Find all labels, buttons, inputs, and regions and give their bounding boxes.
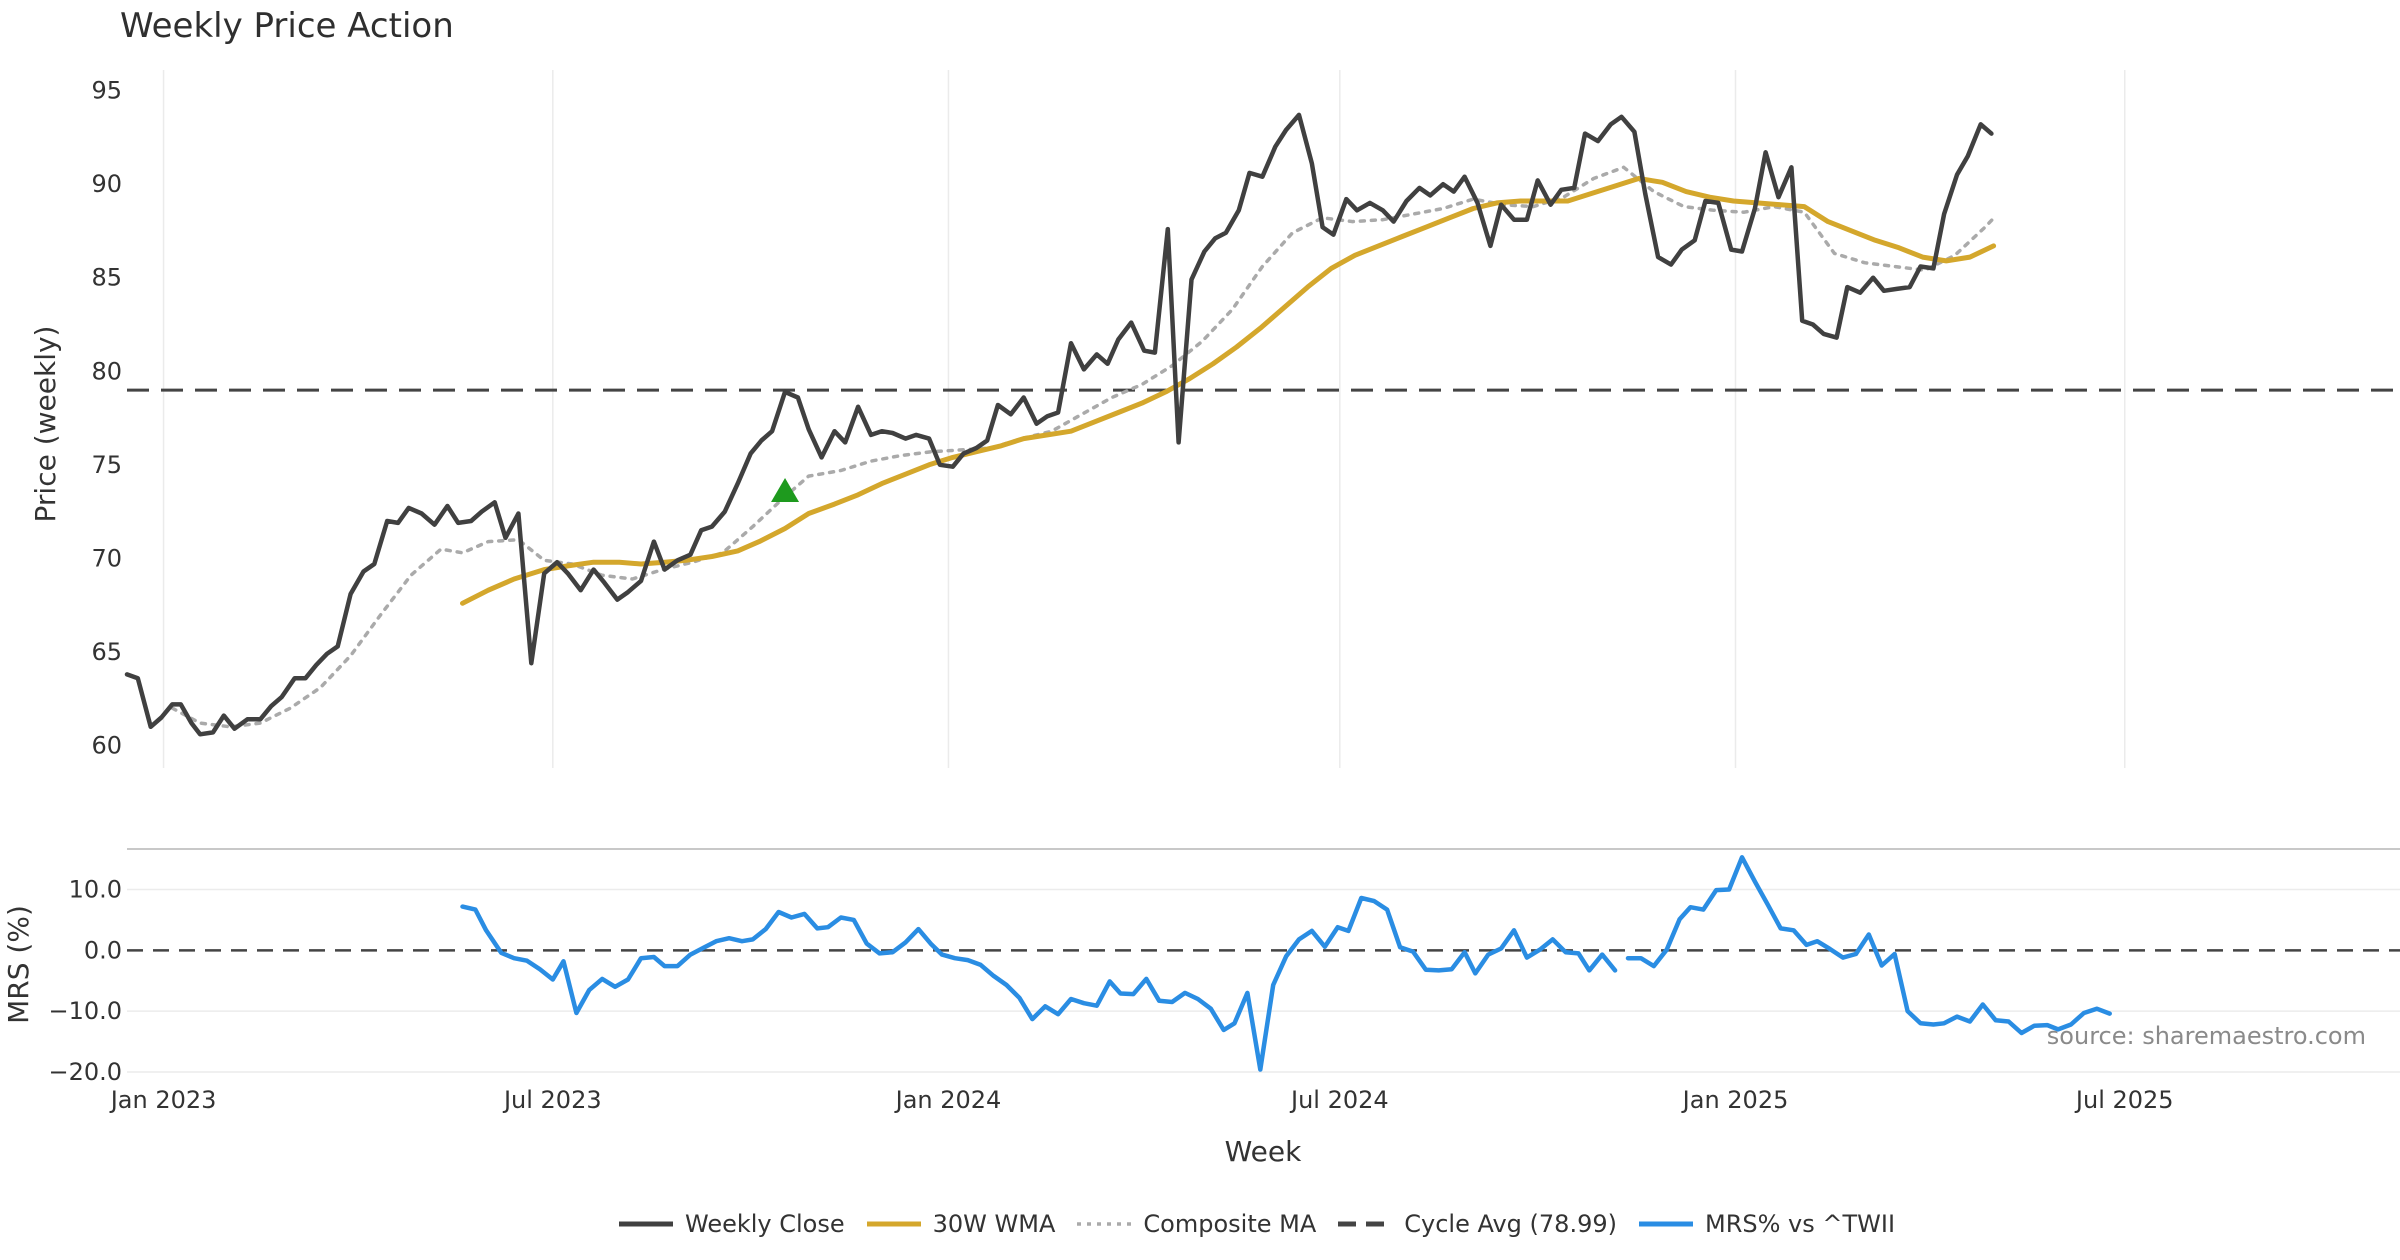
legend-swatch <box>1338 1221 1393 1227</box>
legend-item: Cycle Avg (78.99) <box>1336 1210 1617 1238</box>
mrs-y-tick-label: −10.0 <box>48 997 122 1025</box>
signal-triangle-marker <box>771 478 800 503</box>
price-y-tick-label: 80 <box>91 357 122 385</box>
mrs-line <box>460 895 1618 1072</box>
price-y-tick-label: 60 <box>91 732 122 760</box>
legend-label: Composite MA <box>1143 1210 1317 1238</box>
price-y-tick-label: 90 <box>91 170 122 198</box>
x-tick-label: Jan 2023 <box>109 1086 217 1114</box>
price-y-tick-label: 95 <box>91 77 122 105</box>
legend-label: Cycle Avg (78.99) <box>1404 1210 1617 1238</box>
mrs-line <box>1625 855 2112 1036</box>
legend-item: Composite MA <box>1075 1210 1316 1238</box>
x-tick-label: Jan 2024 <box>894 1086 1002 1114</box>
legend-label: 30W WMA <box>932 1210 1056 1238</box>
chart-title: Weekly Price Action <box>120 6 454 46</box>
x-tick-label: Jan 2025 <box>1681 1086 1789 1114</box>
legend-label: Weekly Close <box>685 1210 845 1238</box>
legend-item: 30W WMA <box>865 1210 1056 1238</box>
price-y-axis-label: Price (weekly) <box>29 326 62 523</box>
legend-swatch <box>1077 1222 1132 1226</box>
weekly-close-line <box>124 112 1994 737</box>
mrs-y-tick-label: 0.0 <box>84 936 122 964</box>
composite-ma-line <box>170 165 1998 729</box>
price-y-tick-label: 75 <box>91 451 122 479</box>
x-tick-label: Jul 2025 <box>2074 1086 2174 1114</box>
mrs-y-axis-label: MRS (%) <box>2 905 35 1024</box>
legend-item: Weekly Close <box>617 1210 845 1238</box>
mrs-y-tick-label: −20.0 <box>48 1058 122 1086</box>
legend-swatch <box>619 1221 673 1227</box>
price-y-tick-label: 85 <box>91 264 122 292</box>
legend-swatch <box>1638 1221 1693 1227</box>
x-tick-label: Jul 2023 <box>502 1086 602 1114</box>
wma-30w-line <box>460 176 1997 606</box>
legend-item: MRS% vs ^TWII <box>1637 1210 1895 1238</box>
mrs-y-tick-label: 10.0 <box>69 876 122 904</box>
x-axis-label: Week <box>1225 1135 1302 1168</box>
source-annotation: source: sharemaestro.com <box>2047 1022 2366 1050</box>
legend: Weekly Close 30W WMA Composite MA Cycle Avg… <box>0 1210 2400 1250</box>
price-y-tick-label: 70 <box>91 544 122 572</box>
legend-swatch <box>866 1221 921 1227</box>
price-y-tick-label: 65 <box>91 638 122 666</box>
x-tick-label: Jul 2024 <box>1289 1086 1389 1114</box>
legend-label: MRS% vs ^TWII <box>1704 1210 1896 1238</box>
